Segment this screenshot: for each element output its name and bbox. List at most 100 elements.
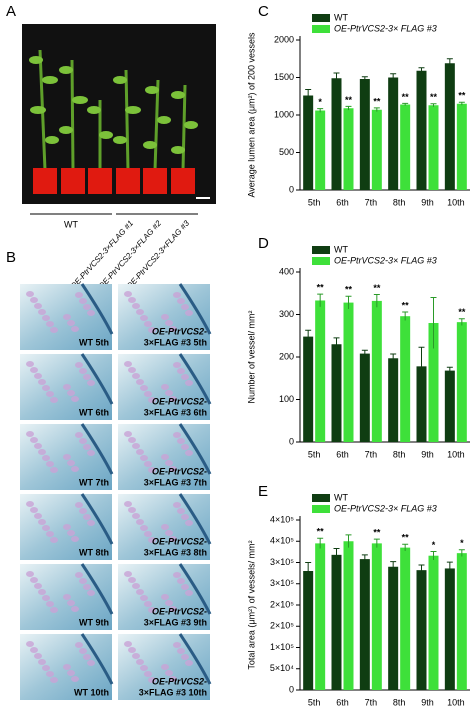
bar (456, 553, 467, 690)
bar (444, 370, 455, 442)
x-tick-label: 8th (393, 697, 406, 707)
cell (128, 507, 136, 513)
legend-label: OE-PtrVCS2-3× FLAG #3 (334, 503, 437, 513)
x-tick-label: 9th (421, 449, 434, 459)
error-bar (305, 329, 312, 343)
cell (144, 601, 152, 607)
cell (71, 606, 79, 612)
cell (30, 367, 38, 373)
error-bar (446, 561, 453, 575)
bar (456, 103, 467, 190)
x-tick-label: 9th (421, 197, 434, 207)
error-bar (305, 89, 312, 102)
cell (132, 653, 140, 659)
cell (136, 659, 144, 665)
x-tick-label: 10th (447, 449, 465, 459)
cell (173, 502, 181, 508)
cell (30, 577, 38, 583)
error-bar (345, 534, 352, 548)
cell (79, 368, 87, 374)
cell (181, 444, 189, 450)
cell (71, 326, 79, 332)
cell (87, 660, 95, 666)
cell (42, 385, 50, 391)
x-tick-label: 5th (308, 197, 321, 207)
cell (128, 297, 136, 303)
cell (140, 385, 148, 391)
bar (315, 300, 326, 442)
y-tick-label: 1000 (274, 109, 294, 119)
bark (80, 493, 114, 545)
cell (148, 327, 156, 333)
charts: C Average lumen area (μm²) of 200 vessels… (246, 3, 470, 707)
x-tick-label: 6th (336, 697, 349, 707)
cell (181, 304, 189, 310)
cell (177, 508, 185, 514)
legend-label: WT (334, 492, 348, 502)
cell (128, 367, 136, 373)
significance: ** (430, 92, 438, 102)
error-bar (361, 349, 368, 357)
cell (165, 320, 173, 326)
cell (30, 507, 38, 513)
bar (359, 353, 370, 442)
cell (136, 589, 144, 595)
bar (315, 543, 326, 690)
caption: OE-PtrVCS2- (152, 536, 207, 546)
cell (148, 537, 156, 543)
cell (140, 315, 148, 321)
cell (46, 461, 54, 467)
error-bar (333, 72, 340, 84)
cell (144, 321, 152, 327)
cell (34, 443, 42, 449)
bar (400, 547, 411, 690)
error-bar (402, 102, 409, 106)
x-tick-label: 7th (365, 449, 378, 459)
bar (444, 63, 455, 190)
cell (50, 537, 58, 543)
cell (161, 454, 169, 460)
cell (75, 572, 83, 578)
legend-swatch (312, 257, 330, 265)
cell (26, 361, 34, 367)
cell (177, 438, 185, 444)
x-tick-label: 10th (447, 197, 465, 207)
cell (34, 373, 42, 379)
cell (185, 450, 193, 456)
significance: ** (402, 92, 410, 102)
bar (416, 70, 427, 190)
cell (34, 513, 42, 519)
bar (416, 366, 427, 442)
cell (50, 607, 58, 613)
cell (79, 578, 87, 584)
error-bar (333, 547, 340, 562)
cell (140, 665, 148, 671)
caption: OE-PtrVCS2- (152, 466, 207, 476)
cell (144, 391, 152, 397)
cell (71, 676, 79, 682)
bark (178, 423, 212, 475)
error-bar (390, 73, 397, 82)
caption: 3×FLAG #3 9th (144, 617, 207, 627)
error-bar (430, 550, 437, 560)
cell (124, 431, 132, 437)
caption: WT 9th (79, 617, 109, 627)
cell (165, 530, 173, 536)
error-bar (458, 101, 465, 106)
cell (67, 530, 75, 536)
cell (83, 514, 91, 520)
caption: 3×FLAG #3 5th (144, 337, 207, 347)
caption: 3×FLAG #3 8th (144, 547, 207, 557)
cell (75, 432, 83, 438)
cell (79, 298, 87, 304)
cell (38, 659, 46, 665)
cell (67, 670, 75, 676)
y-tick-label: 1500 (274, 72, 294, 82)
bar (343, 302, 354, 442)
cell (185, 520, 193, 526)
cell (165, 390, 173, 396)
bark (80, 353, 114, 405)
cell (26, 291, 34, 297)
x-tick-label: 6th (336, 449, 349, 459)
cell (63, 314, 71, 320)
